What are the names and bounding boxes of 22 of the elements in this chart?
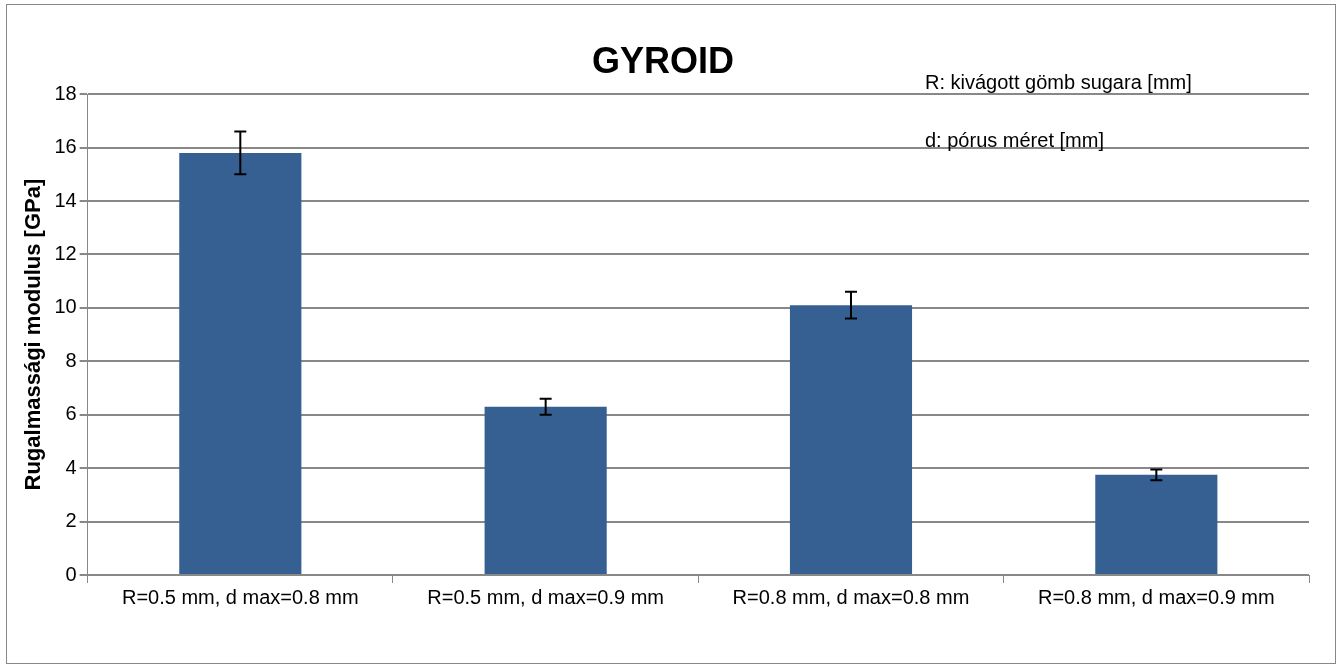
- bar: [1095, 474, 1218, 574]
- y-tick-label: 14: [54, 188, 77, 211]
- x-tick-label: R=0.8 mm, d max=0.8 mm: [732, 585, 970, 608]
- bar: [789, 305, 913, 574]
- y-tick-label: 4: [65, 455, 77, 478]
- bar: [484, 406, 607, 574]
- y-axis-title: Rugalmassági modulus [GPa]: [20, 178, 46, 491]
- y-tick-label: 16: [54, 135, 77, 158]
- x-tick-label: R=0.5 mm, d max=0.8 mm: [121, 585, 359, 608]
- y-tick-label: 6: [65, 402, 77, 425]
- x-tick-label: R=0.8 mm, d max=0.9 mm: [1037, 585, 1275, 608]
- y-tick-label: 0: [65, 562, 77, 585]
- x-tick-label: R=0.5 mm, d max=0.9 mm: [427, 585, 665, 608]
- y-tick-label: 18: [54, 81, 77, 104]
- y-tick-label: 8: [65, 348, 77, 371]
- bar: [179, 152, 302, 574]
- y-tick-label: 2: [65, 509, 77, 532]
- chart-title: GYROID: [591, 39, 735, 81]
- text: R: kivágott gömb sugara [mm]: [925, 70, 1192, 93]
- y-tick-label: 10: [54, 295, 77, 318]
- y-tick-label: 12: [54, 241, 77, 264]
- annotation: d: pórus méret [mm]: [925, 128, 1104, 151]
